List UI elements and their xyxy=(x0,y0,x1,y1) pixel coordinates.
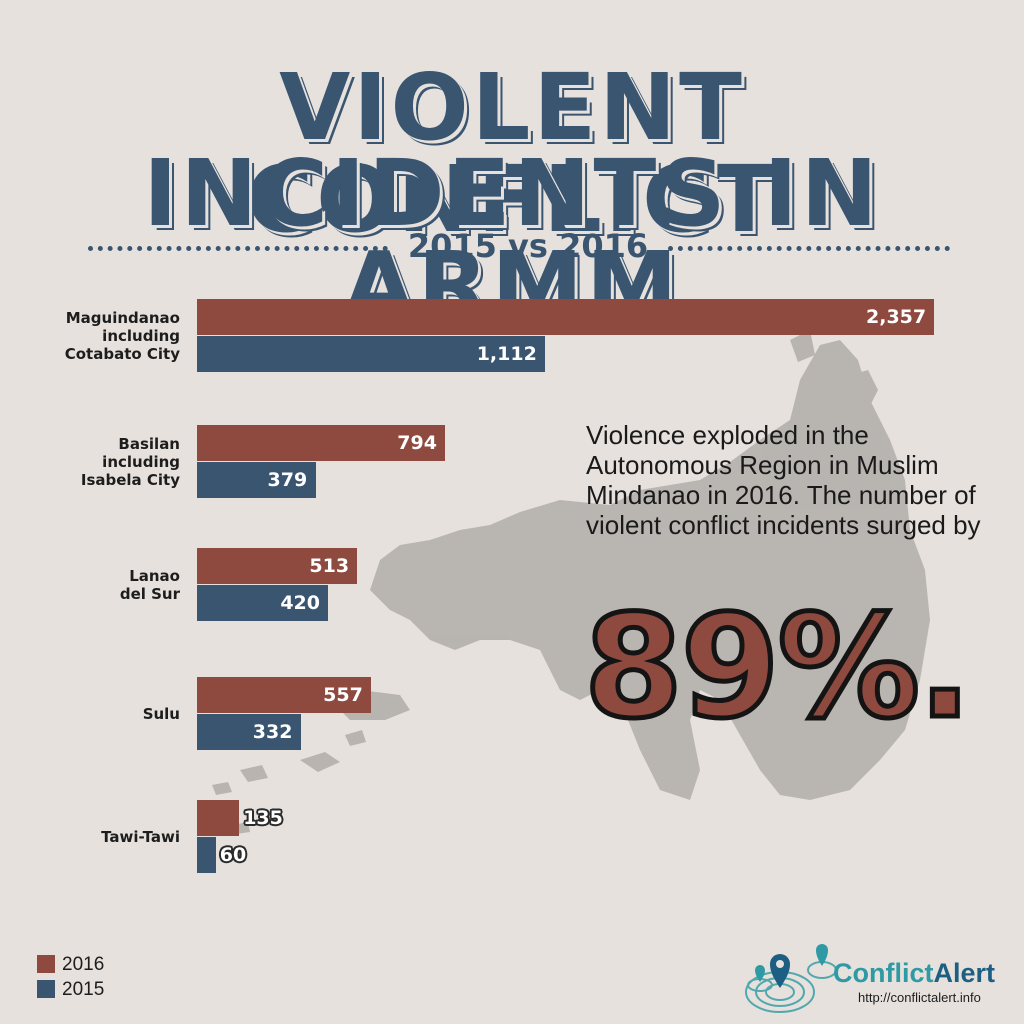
divider-right xyxy=(668,246,950,251)
brand-name: ConflictAlert xyxy=(833,958,995,988)
brand-name-part1: Conflict xyxy=(833,958,934,988)
data-label-2016-maguindanao: 2,357 xyxy=(866,306,927,328)
bar-2015-maguindanao xyxy=(197,336,545,372)
divider-left xyxy=(88,246,388,251)
data-label-2015-maguindanao: 1,112 xyxy=(476,343,537,365)
percent-highlight: 89%. xyxy=(582,585,975,750)
data-label-2016-basilan: 794 xyxy=(397,432,437,454)
legend-label-2016: 2016 xyxy=(62,954,105,975)
legend-label-2015: 2015 xyxy=(62,979,105,1000)
bar-2015-tawi-tawi xyxy=(197,837,216,873)
data-label-2015-lanao: 420 xyxy=(280,592,320,614)
bar-2015-basilan xyxy=(197,462,316,498)
data-label-2015-basilan: 379 xyxy=(267,469,308,491)
bar-2016-lanao xyxy=(197,548,358,584)
annotation-text: Violence exploded in the Autonomous Regi… xyxy=(586,420,981,540)
category-label-lanao: Lanao del Sur xyxy=(119,566,180,603)
subtitle: 2015 vs 2016 xyxy=(407,227,649,265)
data-label-2015-sulu: 332 xyxy=(252,721,293,743)
conflictalert-logo-icon xyxy=(745,944,837,1013)
category-label-basilan: Basilan including Isabela City xyxy=(80,434,180,489)
legend-swatch-2016 xyxy=(37,955,55,973)
data-label-2016-lanao: 513 xyxy=(309,555,350,577)
bar-2015-lanao xyxy=(197,585,329,621)
legend-swatch-2015 xyxy=(37,980,55,998)
category-label-tawi-tawi: Tawi-Tawi xyxy=(101,827,180,846)
bar-2016-maguindanao xyxy=(197,299,934,335)
data-label-2016-tawi-tawi: 135 xyxy=(243,807,283,829)
bar-2016-basilan xyxy=(197,425,446,461)
category-label-sulu: Sulu xyxy=(142,704,180,723)
brand-url: http://conflictalert.info xyxy=(858,990,981,1005)
brand-name-part2: Alert xyxy=(933,958,996,988)
data-label-2016-sulu: 557 xyxy=(323,684,363,706)
data-label-2015-tawi-tawi: 60 xyxy=(219,844,247,866)
bar-2016-tawi-tawi xyxy=(197,800,240,836)
title-line-1: VIOLENT CONFLICT xyxy=(245,54,779,253)
category-label-maguindanao: Maguindanao including Cotabato City xyxy=(64,308,180,363)
bar-2016-sulu xyxy=(197,677,372,713)
bar-2015-sulu xyxy=(197,714,301,750)
